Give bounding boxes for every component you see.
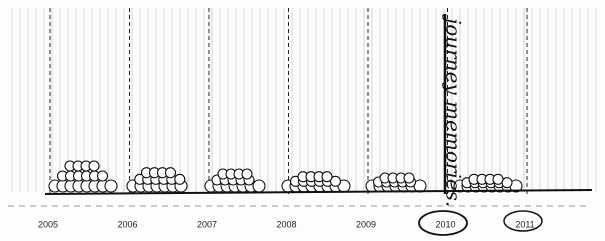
memory-blob	[322, 172, 332, 182]
memory-blob	[89, 161, 99, 171]
year-label: 2011	[515, 219, 534, 229]
memory-blob	[175, 174, 185, 184]
memory-blob	[242, 169, 252, 179]
year-label: 2008	[276, 219, 296, 229]
year-label: 2006	[117, 219, 137, 229]
timeline-sketch: journey memories. 2005 2006 2007 2008 2009 20…	[0, 0, 605, 241]
memory-blob	[253, 180, 265, 192]
year-label: 2010	[435, 219, 455, 229]
annotation: journey memories.	[442, 14, 466, 207]
memory-blob	[404, 173, 414, 183]
memory-blob	[166, 168, 176, 178]
memory-blob	[105, 180, 117, 192]
paper	[0, 0, 605, 241]
memory-blob	[98, 171, 108, 181]
year-label: 2007	[197, 219, 217, 229]
year-label: 2009	[356, 219, 376, 229]
year-label: 2005	[38, 219, 58, 229]
memory-blob	[493, 174, 503, 184]
